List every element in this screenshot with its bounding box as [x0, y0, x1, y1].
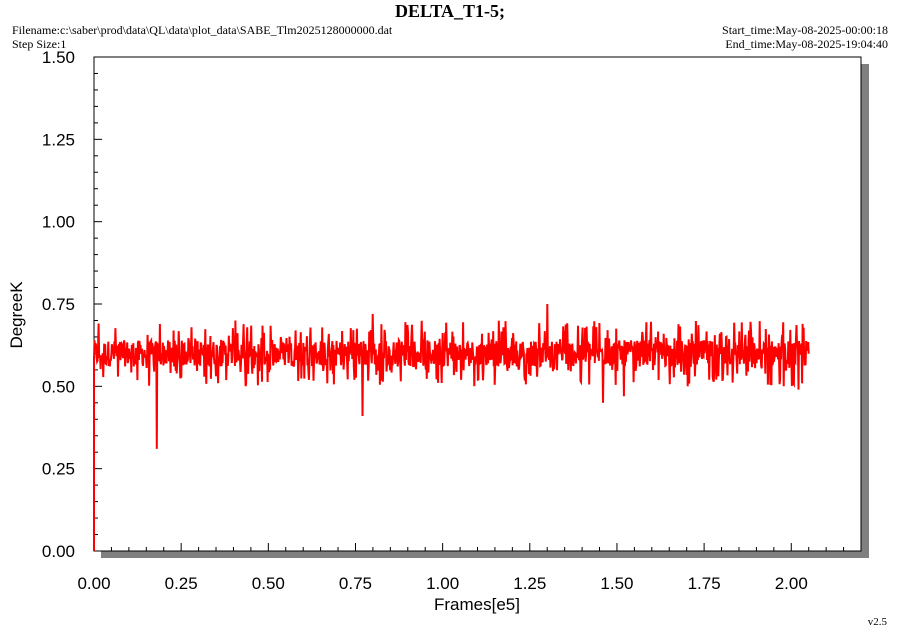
y-tick-label: 0.00 — [42, 542, 75, 561]
y-tick-label: 1.50 — [42, 48, 75, 67]
plot-area — [93, 56, 862, 552]
x-tick-label: 2.00 — [775, 574, 808, 593]
x-tick-label: 0.75 — [339, 574, 372, 593]
x-tick-labels: 0.00 0.25 0.50 0.75 1.00 1.25 1.50 1.75 2.00 — [77, 574, 807, 593]
x-axis-ticks — [93, 543, 862, 551]
chart-title: DELTA_T1-5; — [394, 1, 506, 21]
file-info: Filename:c:\saber\prod\data\QL\data\plot… — [12, 23, 392, 51]
series-line-group — [93, 303, 810, 551]
y-tick-label: 0.25 — [42, 460, 75, 479]
x-axis-label: Frames[e5] — [434, 595, 520, 614]
series-line — [93, 303, 810, 551]
step-size-text: Step Size:1 — [12, 37, 67, 51]
y-tick-label: 1.00 — [42, 213, 75, 232]
x-tick-label: 1.75 — [688, 574, 721, 593]
x-tick-label: 0.50 — [252, 574, 285, 593]
y-tick-label: 1.25 — [42, 130, 75, 149]
time-info: Start_time:May-08-2025-00:00:18 End_time… — [722, 23, 888, 51]
y-axis-label: DegreeK — [7, 281, 26, 349]
start-time-text: Start_time:May-08-2025-00:00:18 — [722, 23, 888, 37]
y-tick-label: 0.50 — [42, 377, 75, 396]
version-label: v2.5 — [867, 616, 887, 628]
y-tick-labels: 0.00 0.25 0.50 0.75 1.00 1.25 1.50 — [42, 48, 75, 561]
x-tick-label: 1.25 — [513, 574, 546, 593]
filename-text: Filename:c:\saber\prod\data\QL\data\plot… — [12, 23, 393, 37]
end-time-text: End_time:May-08-2025-19:04:40 — [725, 37, 888, 51]
x-tick-label: 0.25 — [165, 574, 198, 593]
x-tick-label: 0.00 — [77, 574, 110, 593]
x-tick-label: 1.00 — [426, 574, 459, 593]
x-tick-label: 1.50 — [600, 574, 633, 593]
y-tick-label: 0.75 — [42, 295, 75, 314]
